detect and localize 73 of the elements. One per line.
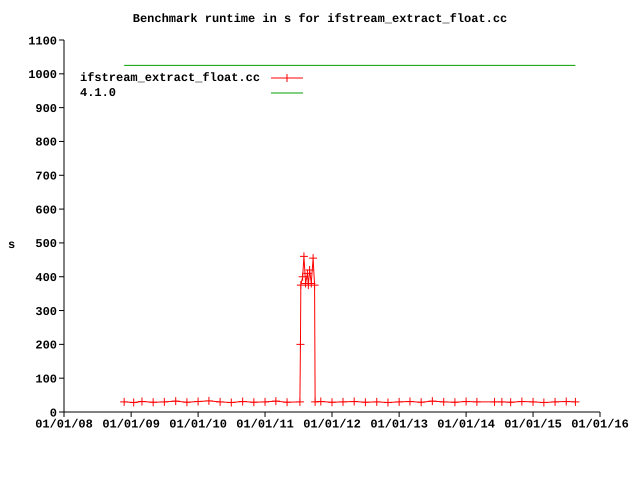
legend-label: ifstream_extract_float.cc bbox=[80, 70, 262, 84]
point bbox=[405, 397, 414, 406]
point bbox=[204, 396, 214, 406]
point bbox=[428, 396, 437, 406]
point bbox=[472, 397, 482, 406]
point bbox=[295, 397, 304, 406]
point bbox=[308, 254, 318, 263]
y-tick-label: 800 bbox=[35, 136, 57, 150]
point bbox=[360, 398, 370, 407]
y-tick-label: 500 bbox=[35, 237, 57, 252]
point bbox=[462, 397, 471, 406]
x-tick-label: 01/01/08 bbox=[35, 418, 93, 432]
point bbox=[226, 398, 236, 408]
point bbox=[171, 396, 180, 406]
y-tick-label: 1000 bbox=[28, 68, 57, 82]
point bbox=[148, 398, 158, 407]
point bbox=[439, 397, 448, 406]
point bbox=[304, 280, 313, 290]
point bbox=[129, 398, 138, 408]
point bbox=[282, 398, 292, 407]
x-tick-label: 01/01/14 bbox=[437, 418, 495, 432]
x-tick-label: 01/01/15 bbox=[504, 418, 562, 432]
y-tick-label: 300 bbox=[35, 304, 57, 319]
y-tick-label: 200 bbox=[35, 338, 57, 353]
x-tick-label: 01/01/16 bbox=[571, 418, 629, 432]
point bbox=[497, 397, 506, 406]
point bbox=[238, 397, 248, 406]
series-label: 4.1.0 bbox=[80, 86, 118, 100]
point bbox=[120, 397, 129, 406]
point bbox=[328, 398, 336, 407]
y-tick-label: 1100 bbox=[28, 34, 57, 48]
point bbox=[562, 397, 571, 406]
point bbox=[450, 398, 460, 407]
point bbox=[137, 397, 146, 406]
point bbox=[394, 397, 404, 406]
point bbox=[506, 398, 516, 407]
chart-title: Benchmark runtime in s for ifstream_extract_float.cc bbox=[132, 11, 508, 28]
point bbox=[570, 397, 580, 406]
y-tick-label: 400 bbox=[35, 270, 57, 285]
point bbox=[338, 397, 348, 406]
x-tick-label: 01/01/09 bbox=[102, 418, 160, 432]
point bbox=[416, 398, 426, 407]
y-tick-label: 700 bbox=[35, 170, 57, 184]
point bbox=[296, 280, 306, 290]
y-axis-title: s bbox=[8, 238, 16, 252]
x-tick-label: 01/01/11 bbox=[236, 418, 294, 432]
y-tick-label: 600 bbox=[35, 203, 57, 218]
point bbox=[383, 398, 392, 408]
point bbox=[260, 397, 270, 406]
point bbox=[310, 280, 320, 290]
point bbox=[216, 397, 225, 406]
point bbox=[302, 268, 312, 278]
point bbox=[528, 397, 538, 406]
point bbox=[372, 397, 382, 406]
point bbox=[160, 397, 169, 406]
x-tick-label: 01/01/10 bbox=[169, 418, 227, 432]
point bbox=[316, 397, 326, 406]
point bbox=[299, 252, 308, 261]
point bbox=[539, 398, 548, 408]
point bbox=[194, 397, 203, 406]
x-tick-label: 01/01/13 bbox=[370, 418, 428, 432]
x-tick-label: 01/01/12 bbox=[303, 418, 361, 432]
point bbox=[249, 398, 258, 407]
point bbox=[350, 397, 359, 406]
point bbox=[310, 397, 320, 406]
y-tick-label: 100 bbox=[35, 372, 57, 386]
point bbox=[550, 397, 560, 406]
point bbox=[296, 340, 305, 349]
point bbox=[490, 397, 500, 406]
y-tick-label: 900 bbox=[35, 102, 57, 116]
point bbox=[271, 396, 280, 406]
point bbox=[517, 397, 526, 406]
point bbox=[182, 398, 192, 407]
